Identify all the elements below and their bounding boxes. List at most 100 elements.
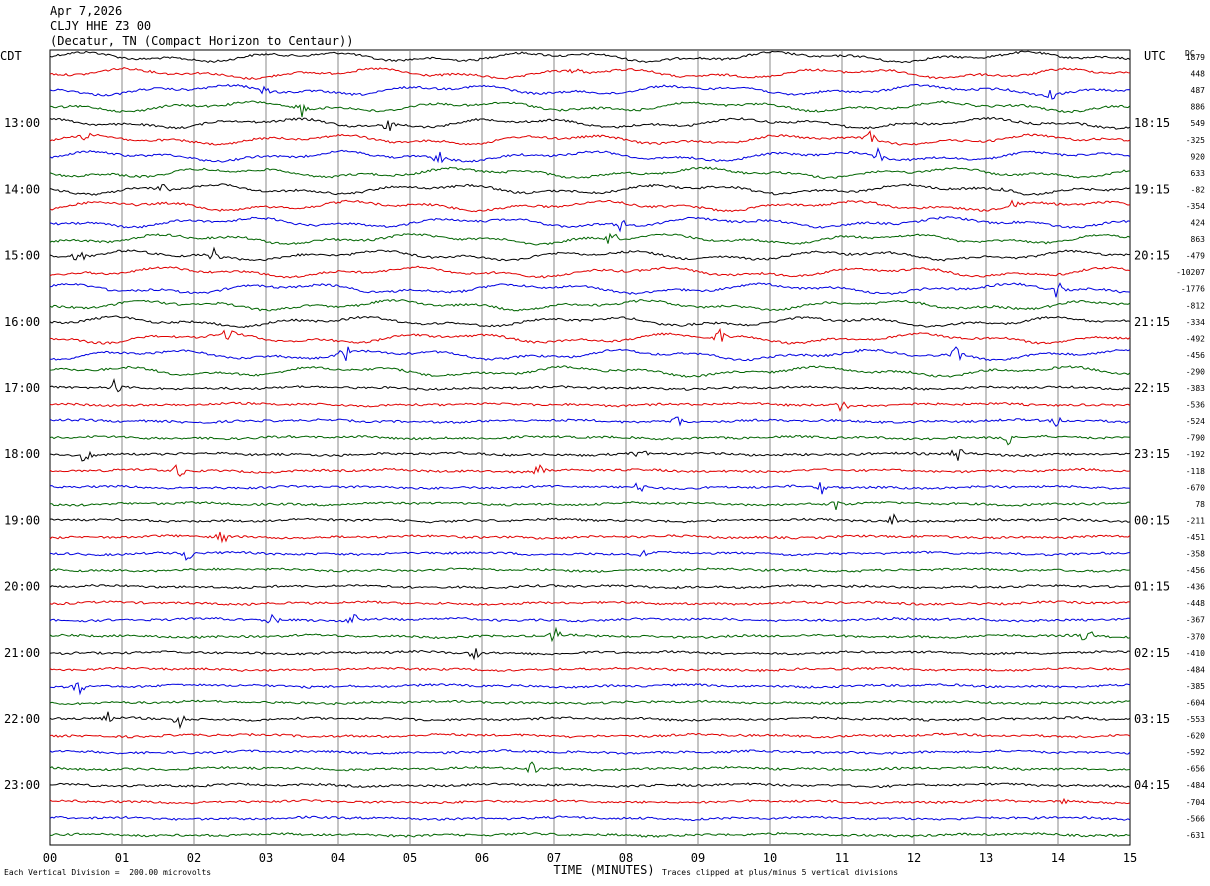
right-hour-label: 02:15 xyxy=(1134,646,1170,660)
seismic-trace xyxy=(49,146,1131,164)
x-tick-label: 01 xyxy=(115,851,129,865)
seismic-trace xyxy=(49,50,1131,64)
dc-offset-label: -524 xyxy=(1186,417,1205,426)
right-hour-label: 22:15 xyxy=(1134,381,1170,395)
minute-gridlines xyxy=(121,50,1059,845)
seismic-trace xyxy=(49,449,1131,462)
left-hour-label: 23:00 xyxy=(4,778,40,792)
plot-date: Apr 7,2026 xyxy=(50,4,123,18)
seismic-trace xyxy=(49,782,1131,789)
right-hour-label: 00:15 xyxy=(1134,513,1170,527)
right-hour-label: 18:15 xyxy=(1134,116,1170,130)
seismic-trace xyxy=(49,378,1131,393)
dc-offset-label: -10207 xyxy=(1176,268,1205,277)
x-tick-label: 09 xyxy=(691,851,705,865)
dc-offset-labels: 1879 448 487 886 549 -325 920 633 -82 -354 424 863 -… xyxy=(1176,53,1205,840)
left-hour-label: 22:00 xyxy=(4,712,40,726)
dc-offset-label: 863 xyxy=(1191,235,1206,244)
seismic-trace xyxy=(49,434,1131,446)
dc-offset-label: 448 xyxy=(1191,70,1206,79)
dc-offset-label: -656 xyxy=(1186,765,1205,774)
dc-offset-label: -553 xyxy=(1186,715,1205,724)
dc-offset-label: 886 xyxy=(1191,103,1206,112)
dc-offset-label: -456 xyxy=(1186,566,1205,575)
seismic-trace xyxy=(49,199,1131,213)
seismic-trace xyxy=(49,216,1131,233)
dc-offset-label: -325 xyxy=(1186,136,1205,145)
seismic-trace xyxy=(49,567,1131,573)
plot-frame xyxy=(49,49,1131,846)
x-tick-label: 13 xyxy=(979,851,993,865)
seismic-trace xyxy=(49,797,1131,805)
seismic-trace xyxy=(49,699,1131,706)
dc-offset-label: -334 xyxy=(1186,318,1205,327)
dc-offset-label: -566 xyxy=(1186,814,1205,823)
dc-offset-label: -192 xyxy=(1186,450,1205,459)
dc-offset-label: -536 xyxy=(1186,401,1205,410)
seismic-trace xyxy=(49,513,1131,525)
right-hour-label: 19:15 xyxy=(1134,182,1170,196)
seismic-trace xyxy=(50,501,1131,511)
dc-offset-label: 549 xyxy=(1191,119,1206,128)
x-tick-label: 05 xyxy=(403,851,417,865)
dc-offset-label: 920 xyxy=(1191,152,1206,161)
dc-offset-label: -592 xyxy=(1186,748,1205,757)
dc-offset-label: -479 xyxy=(1186,252,1205,261)
station-id: CLJY HHE Z3 00 xyxy=(50,19,152,33)
seismic-trace xyxy=(49,682,1131,696)
dc-offset-label: -436 xyxy=(1186,583,1205,592)
seismic-trace xyxy=(49,464,1131,477)
dc-header: DC xyxy=(1185,49,1195,58)
dc-offset-label: -1776 xyxy=(1181,285,1205,294)
dc-offset-label: -812 xyxy=(1186,301,1205,310)
right-timezone: UTC xyxy=(1144,49,1166,63)
seismic-trace xyxy=(49,666,1131,673)
x-tick-label: 07 xyxy=(547,851,561,865)
seismic-trace xyxy=(49,315,1131,329)
seismic-trace xyxy=(49,183,1131,196)
seismic-trace xyxy=(49,732,1131,739)
left-hour-label: 16:00 xyxy=(4,315,40,329)
dc-offset-label: -492 xyxy=(1186,334,1205,343)
seismic-trace xyxy=(49,749,1131,755)
dc-offset-label: 633 xyxy=(1191,169,1206,178)
seismic-trace xyxy=(49,482,1131,495)
dc-offset-label: -383 xyxy=(1186,384,1205,393)
seismic-trace xyxy=(49,613,1131,624)
x-tick-label: 11 xyxy=(835,851,849,865)
seismic-trace xyxy=(49,549,1131,561)
right-hour-label: 23:15 xyxy=(1134,447,1170,461)
dc-offset-label: -385 xyxy=(1186,682,1205,691)
seismic-trace xyxy=(50,831,1131,838)
x-tick-label: 06 xyxy=(475,851,489,865)
seismic-trace xyxy=(50,346,1131,362)
dc-offset-label: -620 xyxy=(1186,732,1205,741)
x-axis-label: TIME (MINUTES) xyxy=(553,863,654,877)
seismic-trace xyxy=(49,265,1131,279)
left-timezone: CDT xyxy=(0,49,22,63)
trace-group xyxy=(49,50,1131,838)
seismic-trace xyxy=(49,600,1131,606)
seismic-trace xyxy=(49,815,1131,821)
right-hour-label: 21:15 xyxy=(1134,315,1170,329)
left-hour-label: 17:00 xyxy=(4,381,40,395)
seismic-trace xyxy=(49,711,1131,730)
seismic-trace xyxy=(49,365,1131,378)
left-hour-label: 19:00 xyxy=(4,513,40,527)
dc-offset-label: -448 xyxy=(1186,599,1205,608)
seismic-trace xyxy=(49,282,1131,298)
dc-offset-label: -82 xyxy=(1191,185,1206,194)
dc-offset-label: -290 xyxy=(1186,367,1205,376)
left-hour-label: 21:00 xyxy=(4,646,40,660)
left-hour-label: 20:00 xyxy=(4,580,40,594)
dc-offset-label: 487 xyxy=(1191,86,1206,95)
scale-note: Each Vertical Division = 200.00 microvol… xyxy=(4,868,212,877)
seismic-trace xyxy=(49,299,1131,312)
dc-offset-label: -367 xyxy=(1186,616,1205,625)
dc-offset-label: -456 xyxy=(1186,351,1205,360)
seismic-trace xyxy=(49,648,1131,661)
dc-offset-label: -358 xyxy=(1186,550,1205,559)
dc-offset-label: -484 xyxy=(1186,665,1205,674)
dc-offset-label: 424 xyxy=(1191,219,1206,228)
